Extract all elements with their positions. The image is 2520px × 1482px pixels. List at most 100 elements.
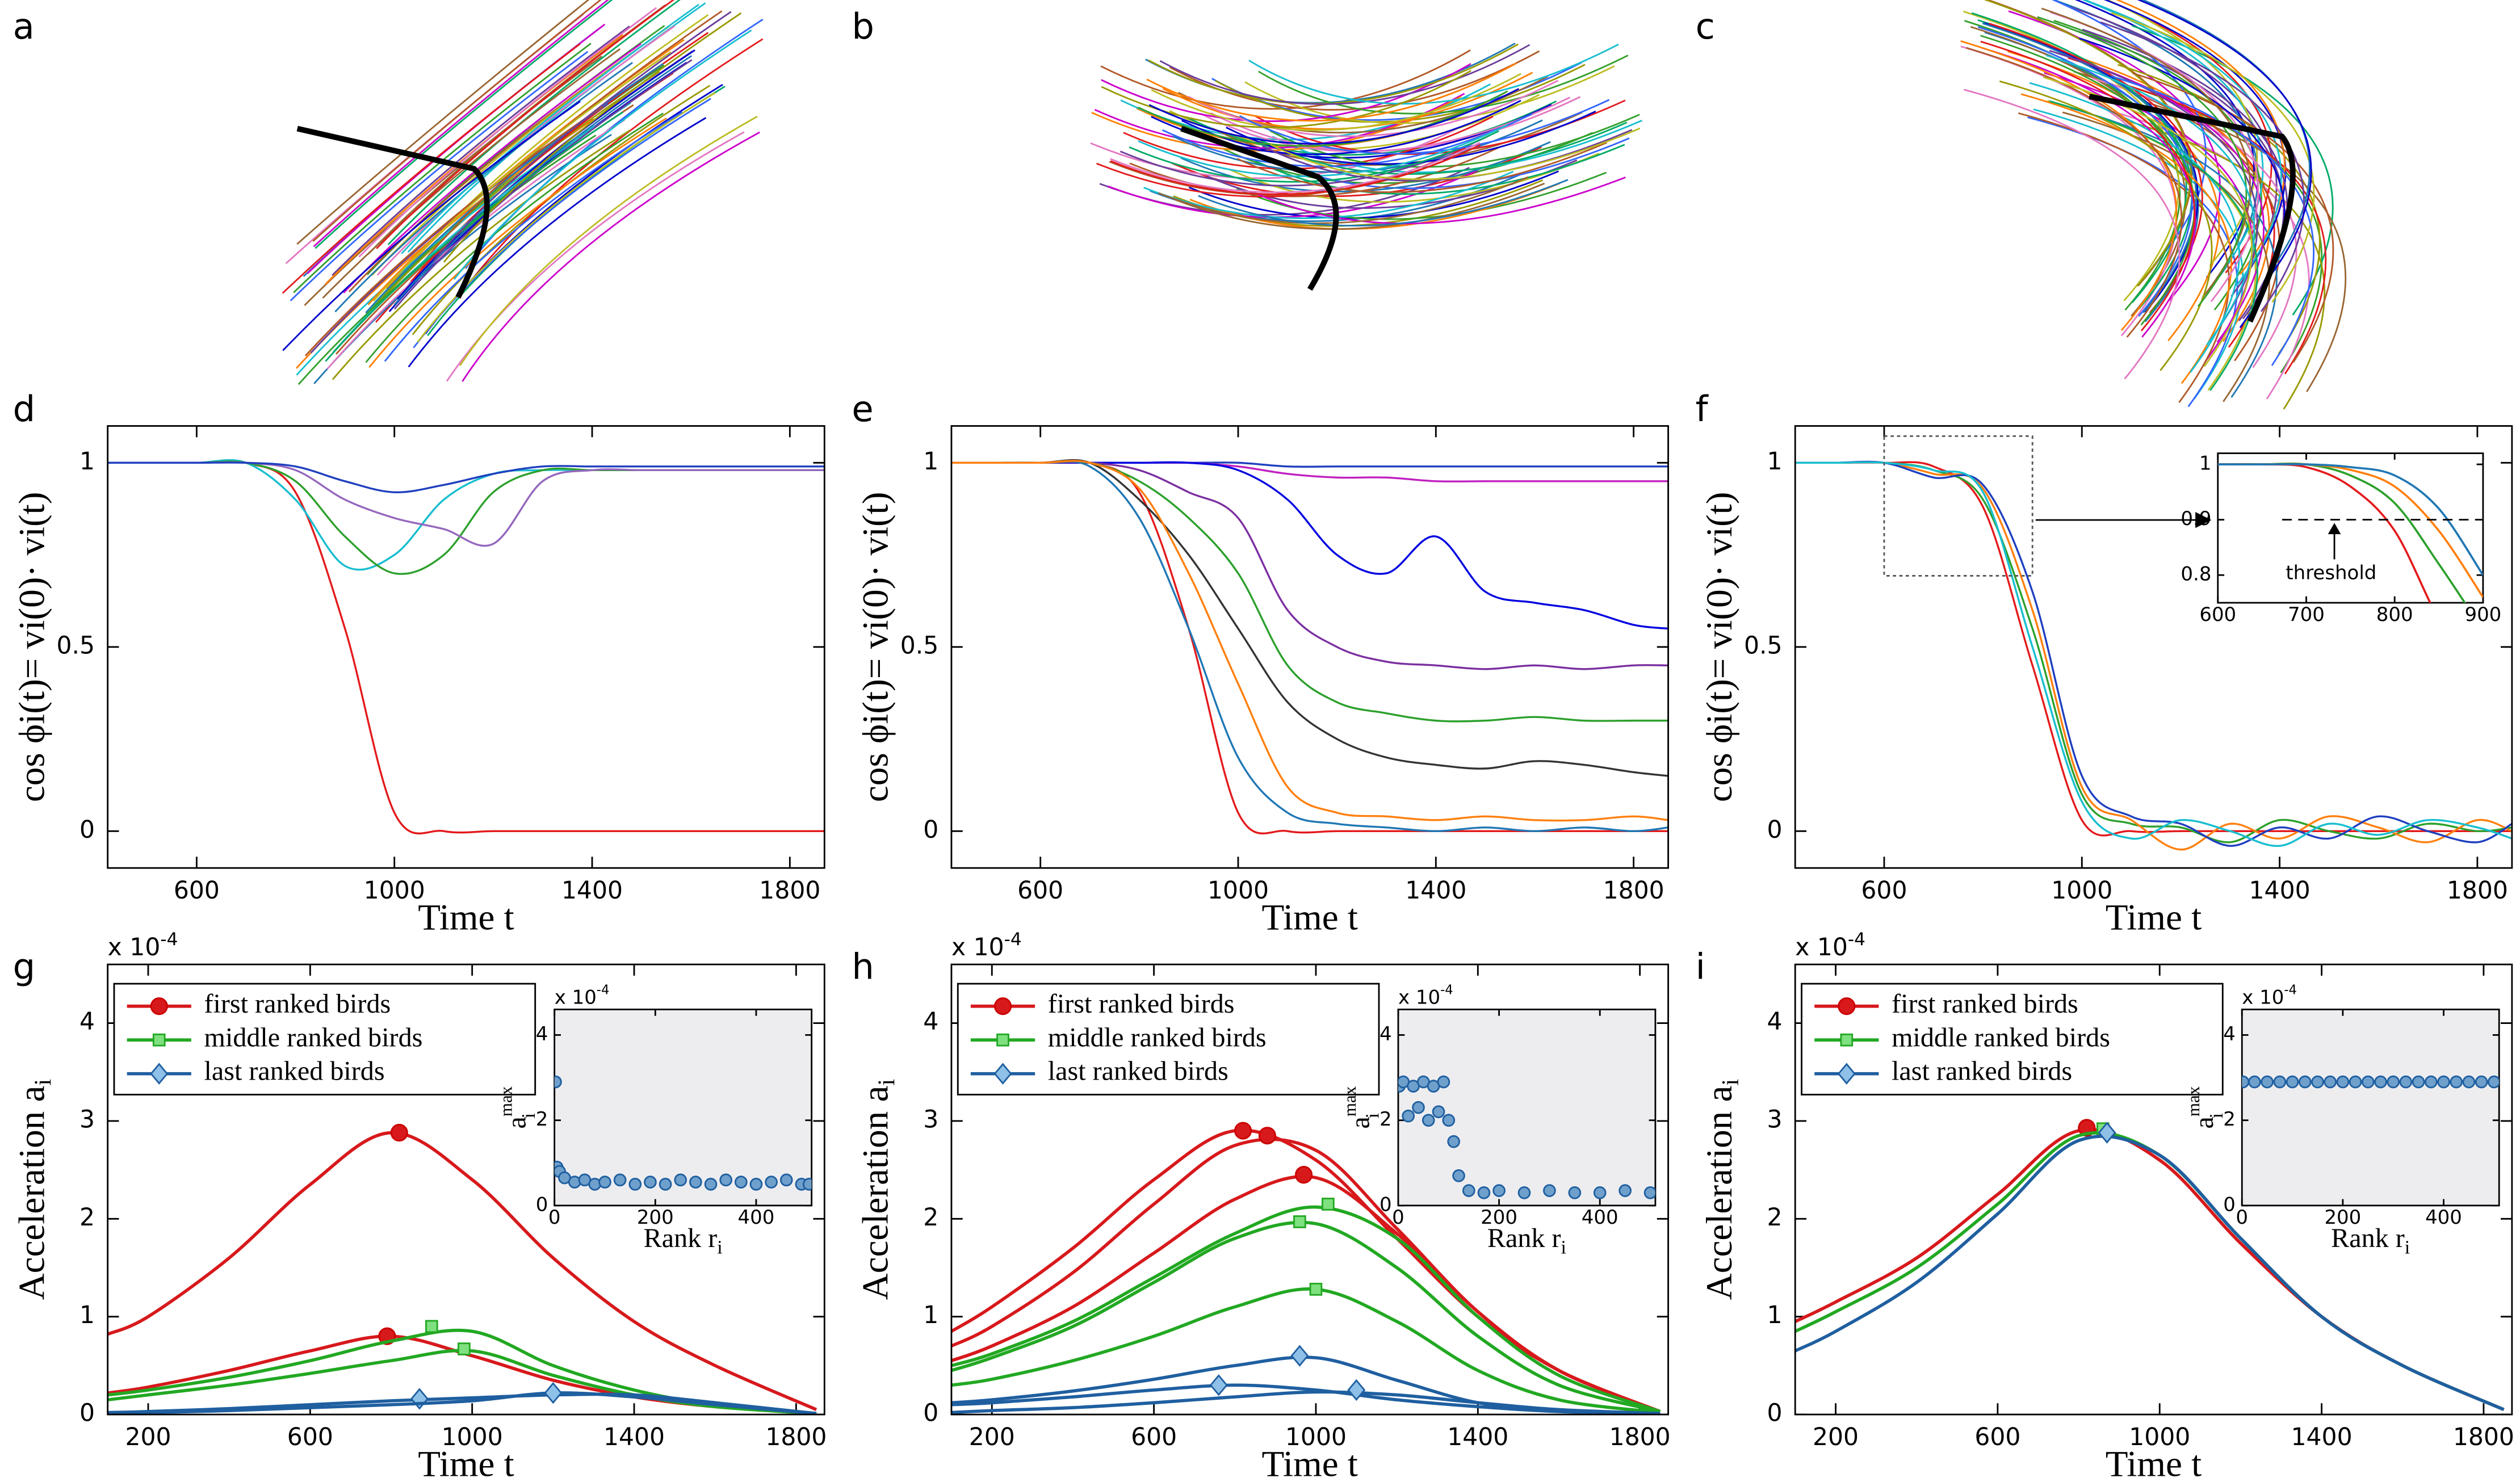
plot-frame [107,425,825,869]
trajectory [1188,170,1559,219]
y-tick-label: 0 [1767,816,1783,844]
marker [150,997,168,1015]
x-axis-label: Time t [418,1443,514,1482]
panel-label: i [1696,946,1705,988]
marker [150,1063,169,1085]
trajectory [1148,43,1519,104]
point [1442,1114,1456,1127]
leader-trajectory [296,125,490,299]
trajectory [1244,65,1615,124]
inset-x-label: Rank ri [644,1223,723,1258]
marker [993,997,1012,1015]
multiplier-exponent: -4 [1440,983,1453,997]
point [1422,1114,1435,1127]
point [2374,1075,2387,1089]
multiplier-exponent: -4 [1848,930,1865,950]
plot-frame [950,425,1669,869]
trajectory [393,59,693,310]
x-tick-label: 800 [2376,603,2413,626]
series-group [2217,462,2483,603]
line [951,460,1668,833]
x-tick-label: 1000 [442,1424,503,1451]
y-label-sup: max [2183,1086,2203,1116]
y-tick-label: 4 [2223,1023,2236,1046]
x-tick-label: 1000 [1285,1424,1347,1451]
point [1618,1184,1632,1197]
trajectory [1123,116,1494,170]
multiplier-base: x 10 [555,986,597,1009]
y-label-sup: max [1340,1086,1360,1116]
x-tick-label: 1000 [1207,877,1269,905]
y-label-sub: i [873,1079,900,1086]
trajectory [1229,152,1600,203]
trajectory [2103,0,2287,280]
trajectory [376,0,674,250]
x-label-sub: i [2405,1237,2410,1258]
trajectory [1269,114,1640,168]
x-tick-label: 1800 [1603,877,1664,905]
y-tick-label: 3 [923,1106,938,1133]
line [107,1392,817,1415]
trajectory [1960,45,2178,337]
trajectory [2074,0,2255,279]
y-tick-label: 0 [923,1400,938,1428]
y-label-text: Acceleration a [855,1085,896,1300]
y-tick-label: 0 [79,816,95,844]
inset-x-label: Rank ri [2331,1223,2410,1258]
x-axis-label: Time t [1262,1443,1358,1482]
trajectory [2124,83,2327,375]
y-label-text: Acceleration a [11,1085,52,1300]
y-tick-label: 2 [923,1204,938,1232]
trajectory [1151,73,1521,131]
point [2437,1075,2450,1089]
point [554,1075,562,1089]
trajectory [459,115,758,366]
x-tick-label: 400 [2425,1206,2462,1229]
series-group [107,459,825,835]
legend-label: first ranked birds [1048,989,1235,1019]
trajectory [2033,108,2244,400]
y-tick-label: 0 [1767,1400,1783,1428]
line [951,459,1668,835]
point [2487,1075,2500,1089]
trajectory [1248,43,1619,105]
trajectory [333,102,631,353]
y-tick-label: 1 [1767,448,1783,476]
trajectory [2137,0,2312,278]
multiplier-exponent: -4 [597,983,610,997]
trajectory [1966,47,2183,338]
zoom-region [1883,435,2033,577]
inset-y-label: amax i [1340,1086,1383,1128]
trajectory [433,11,732,262]
trajectory [462,131,760,382]
y-label-text: a [501,1116,531,1128]
x-tick-label: 1800 [2447,877,2508,905]
y-tick-label: 4 [79,1008,95,1036]
legend-label: middle ranked birds [1892,1022,2110,1052]
line [107,461,825,547]
point [689,1175,702,1189]
point [2324,1075,2337,1089]
point [2424,1075,2438,1089]
line [107,461,825,494]
y-label-sub: i [1717,1079,1744,1086]
point [704,1178,718,1191]
x-axis-label: Time t [1262,897,1358,938]
marker [993,1063,1012,1085]
trajectory [2049,100,2258,391]
point [644,1175,657,1189]
x-label-text: Rank r [2331,1223,2405,1253]
point [765,1175,778,1189]
inset-bg [554,1009,813,1207]
trajectory [1981,47,2196,338]
multiplier-exponent: -4 [2284,983,2297,997]
trajectory-bundle [1090,43,1643,291]
x-tick-label: 1800 [2453,1424,2514,1451]
y-axis-label: cos ϕi(t)= vi(0)· vi(t) [11,492,52,803]
trajectory [1269,127,1641,180]
trajectory [1188,79,1559,137]
point [1462,1184,1475,1197]
legend-label: middle ranked birds [1048,1022,1267,1052]
x-tick-label: 1400 [1405,877,1466,905]
